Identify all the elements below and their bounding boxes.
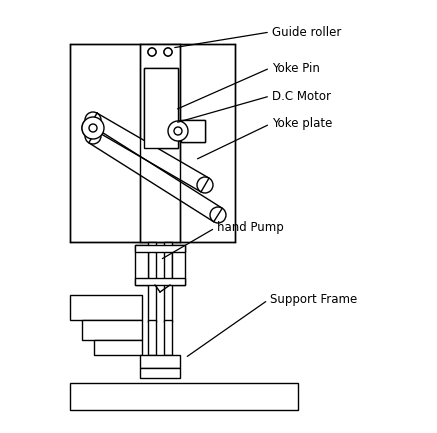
Bar (70, 295, 142, 320)
Bar (135, 245, 185, 252)
Bar (94, 340, 142, 355)
Bar (70, 383, 298, 410)
Bar (82, 320, 142, 340)
Polygon shape (89, 129, 222, 222)
Bar (172, 245, 185, 285)
Circle shape (85, 128, 101, 144)
Bar (140, 368, 180, 378)
Circle shape (174, 127, 182, 135)
Circle shape (89, 124, 97, 132)
Circle shape (148, 48, 156, 56)
Bar (181, 120, 205, 142)
Bar (144, 68, 178, 148)
Text: Yoke plate: Yoke plate (272, 117, 333, 130)
Circle shape (164, 48, 172, 56)
Text: Guide roller: Guide roller (272, 26, 341, 39)
Circle shape (89, 124, 97, 132)
Bar (70, 44, 235, 242)
Bar (148, 320, 156, 355)
Text: Yoke Pin: Yoke Pin (272, 61, 320, 74)
Circle shape (168, 121, 188, 141)
Polygon shape (89, 113, 209, 192)
Bar (140, 44, 180, 242)
Circle shape (164, 48, 172, 56)
Text: Support Frame: Support Frame (270, 294, 357, 307)
Bar (164, 242, 172, 322)
Bar (135, 245, 148, 285)
Bar (181, 120, 205, 142)
Circle shape (174, 127, 182, 135)
Text: D.C Motor: D.C Motor (272, 90, 331, 103)
Circle shape (82, 117, 104, 139)
Circle shape (168, 121, 188, 141)
Circle shape (210, 207, 226, 223)
Bar (135, 278, 185, 285)
Text: hand Pump: hand Pump (217, 222, 284, 235)
Circle shape (197, 177, 213, 193)
Bar (164, 320, 172, 355)
Circle shape (82, 117, 104, 139)
Circle shape (85, 112, 101, 128)
Bar (148, 242, 156, 322)
Bar (140, 355, 180, 368)
Circle shape (148, 48, 156, 56)
Bar (144, 68, 178, 148)
